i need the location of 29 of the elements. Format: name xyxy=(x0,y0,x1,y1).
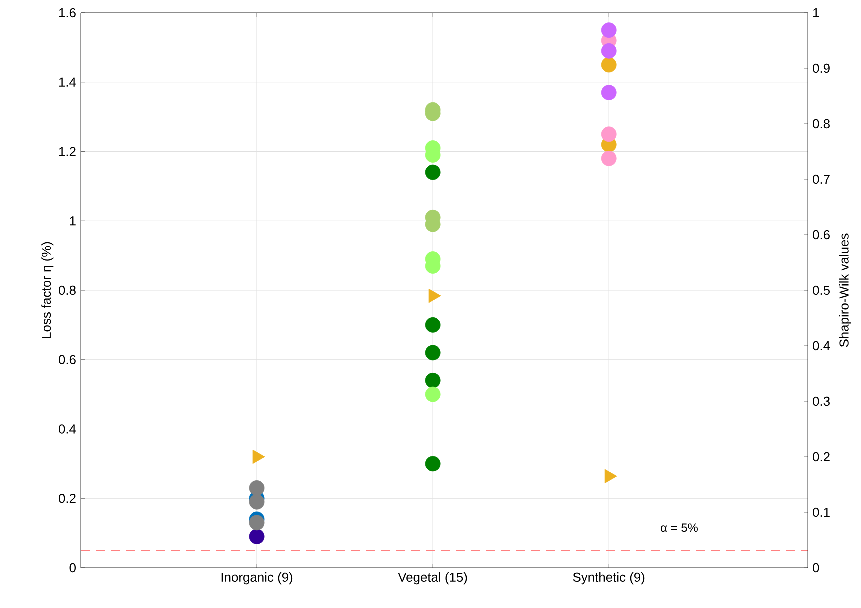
y2-tick-label: 1 xyxy=(814,8,820,18)
x-tick-label: Inorganic (9) xyxy=(222,572,293,585)
y2-axis-title: Shapiro-Wilk values xyxy=(839,234,852,348)
y2-tick-label: 0 xyxy=(813,563,820,573)
y-tick-label: 1.6 xyxy=(59,8,76,18)
y-tick-label: 0.2 xyxy=(58,494,76,504)
y-tick-label: 0 xyxy=(70,563,76,573)
y2-tick-label: 0.8 xyxy=(813,119,830,129)
y2-tick-label: 0.1 xyxy=(813,508,830,518)
y2-tick-label: 0.7 xyxy=(813,174,830,184)
y-tick-label: 0.8 xyxy=(58,286,76,296)
ref-line-label: α = 5% xyxy=(661,524,698,532)
y2-tick-label: 0.2 xyxy=(813,452,830,462)
point xyxy=(428,288,442,304)
y-tick-label: 0.6 xyxy=(58,355,76,364)
y2-tick-label: 0.5 xyxy=(813,286,830,296)
y2-tick-label: 0.3 xyxy=(813,396,830,406)
x-tick-label: Vegetal (15) xyxy=(398,572,468,585)
y-tick-label: 0.4 xyxy=(58,424,76,434)
y2-tick-label: 0.9 xyxy=(813,64,830,74)
point xyxy=(604,469,618,484)
y2-tick-label: 0.6 xyxy=(813,230,830,240)
y-tick-label: 1.2 xyxy=(59,147,76,156)
y-axis-title: Loss factor η (%) xyxy=(42,242,54,338)
y-tick-label: 1 xyxy=(70,216,76,226)
y-tick-label: 1.4 xyxy=(59,78,76,87)
x-tick-label: Synthetic (9) xyxy=(573,572,645,585)
point xyxy=(252,450,266,464)
y2-tick-label: 0.4 xyxy=(813,341,830,351)
